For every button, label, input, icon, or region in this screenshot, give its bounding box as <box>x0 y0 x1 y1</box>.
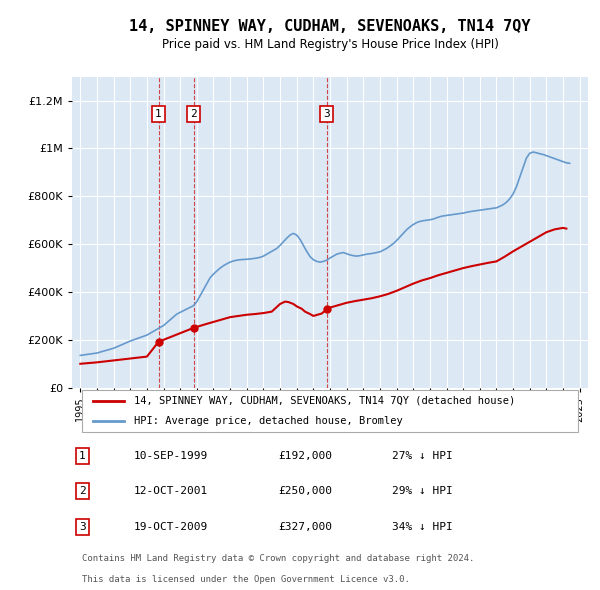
Text: 27% ↓ HPI: 27% ↓ HPI <box>392 451 452 461</box>
Text: 14, SPINNEY WAY, CUDHAM, SEVENOAKS, TN14 7QY: 14, SPINNEY WAY, CUDHAM, SEVENOAKS, TN14… <box>129 19 531 34</box>
Text: HPI: Average price, detached house, Bromley: HPI: Average price, detached house, Brom… <box>134 417 403 427</box>
Text: 1: 1 <box>155 109 162 119</box>
Text: 14, SPINNEY WAY, CUDHAM, SEVENOAKS, TN14 7QY (detached house): 14, SPINNEY WAY, CUDHAM, SEVENOAKS, TN14… <box>134 396 515 406</box>
Text: Contains HM Land Registry data © Crown copyright and database right 2024.: Contains HM Land Registry data © Crown c… <box>82 553 475 563</box>
Text: 12-OCT-2001: 12-OCT-2001 <box>134 486 208 496</box>
Text: 2: 2 <box>79 486 86 496</box>
Text: 3: 3 <box>323 109 330 119</box>
Text: 1: 1 <box>79 451 86 461</box>
Text: Price paid vs. HM Land Registry's House Price Index (HPI): Price paid vs. HM Land Registry's House … <box>161 38 499 51</box>
Text: This data is licensed under the Open Government Licence v3.0.: This data is licensed under the Open Gov… <box>82 575 410 584</box>
Text: £192,000: £192,000 <box>278 451 332 461</box>
Text: 34% ↓ HPI: 34% ↓ HPI <box>392 522 452 532</box>
Text: £327,000: £327,000 <box>278 522 332 532</box>
Text: £250,000: £250,000 <box>278 486 332 496</box>
Text: 10-SEP-1999: 10-SEP-1999 <box>134 451 208 461</box>
Text: 3: 3 <box>79 522 86 532</box>
Text: 19-OCT-2009: 19-OCT-2009 <box>134 522 208 532</box>
Text: 29% ↓ HPI: 29% ↓ HPI <box>392 486 452 496</box>
Text: 2: 2 <box>190 109 197 119</box>
FancyBboxPatch shape <box>82 390 578 432</box>
